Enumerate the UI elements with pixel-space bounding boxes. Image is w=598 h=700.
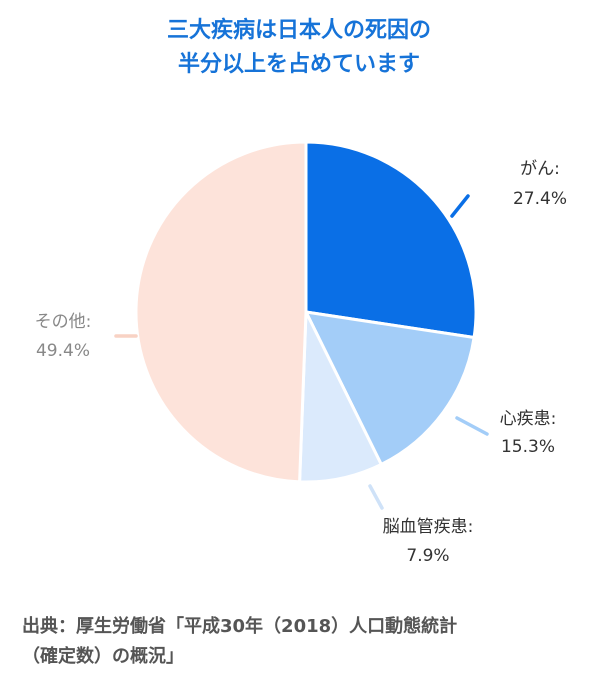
chart-title-line-1: 三大疾病は日本人の死因の bbox=[166, 18, 431, 43]
slice-name-label-cerebrovascular-disease: 脳血管疾患: bbox=[383, 517, 474, 537]
chart-title: 三大疾病は日本人の死因の 半分以上を占めています bbox=[0, 14, 598, 82]
label-leader-lines bbox=[114, 194, 489, 510]
pie-slice-other bbox=[134, 140, 308, 484]
leader-line-heart-disease bbox=[455, 416, 489, 436]
source-line-2: （確定数）の概況」 bbox=[22, 646, 184, 667]
pie-slice-heart-disease bbox=[304, 310, 476, 466]
source-line-1: 出典：厚生労働省「平成30年（2018）人口動態統計 bbox=[22, 616, 458, 637]
chart-title-line-2: 半分以上を占めています bbox=[177, 52, 420, 77]
slice-value-label-cancer: 27.4% bbox=[513, 189, 567, 209]
slice-value-label-other: 49.4% bbox=[36, 341, 90, 361]
leader-line-cerebrovascular-disease bbox=[368, 484, 384, 510]
source-note: 出典：厚生労働省「平成30年（2018）人口動態統計 （確定数）の概況」 bbox=[22, 612, 582, 672]
slice-value-label-cerebrovascular-disease: 7.9% bbox=[406, 546, 449, 566]
slice-labels: がん: 27.4% 心疾患: 15.3% 脳血管疾患: 7.9% その他: 49.4% bbox=[35, 159, 567, 566]
slice-value-label-heart-disease: 15.3% bbox=[501, 437, 555, 457]
pie-chart: がん: 27.4% 心疾患: 15.3% 脳血管疾患: 7.9% その他: 49.4% bbox=[35, 140, 567, 566]
pie-slice-cancer bbox=[304, 140, 478, 340]
slice-name-label-cancer: がん: bbox=[520, 159, 560, 179]
slice-name-label-other: その他: bbox=[35, 312, 92, 332]
leader-line-cancer bbox=[450, 194, 470, 218]
slice-name-label-heart-disease: 心疾患: bbox=[500, 409, 557, 429]
pie-slices bbox=[134, 140, 478, 484]
